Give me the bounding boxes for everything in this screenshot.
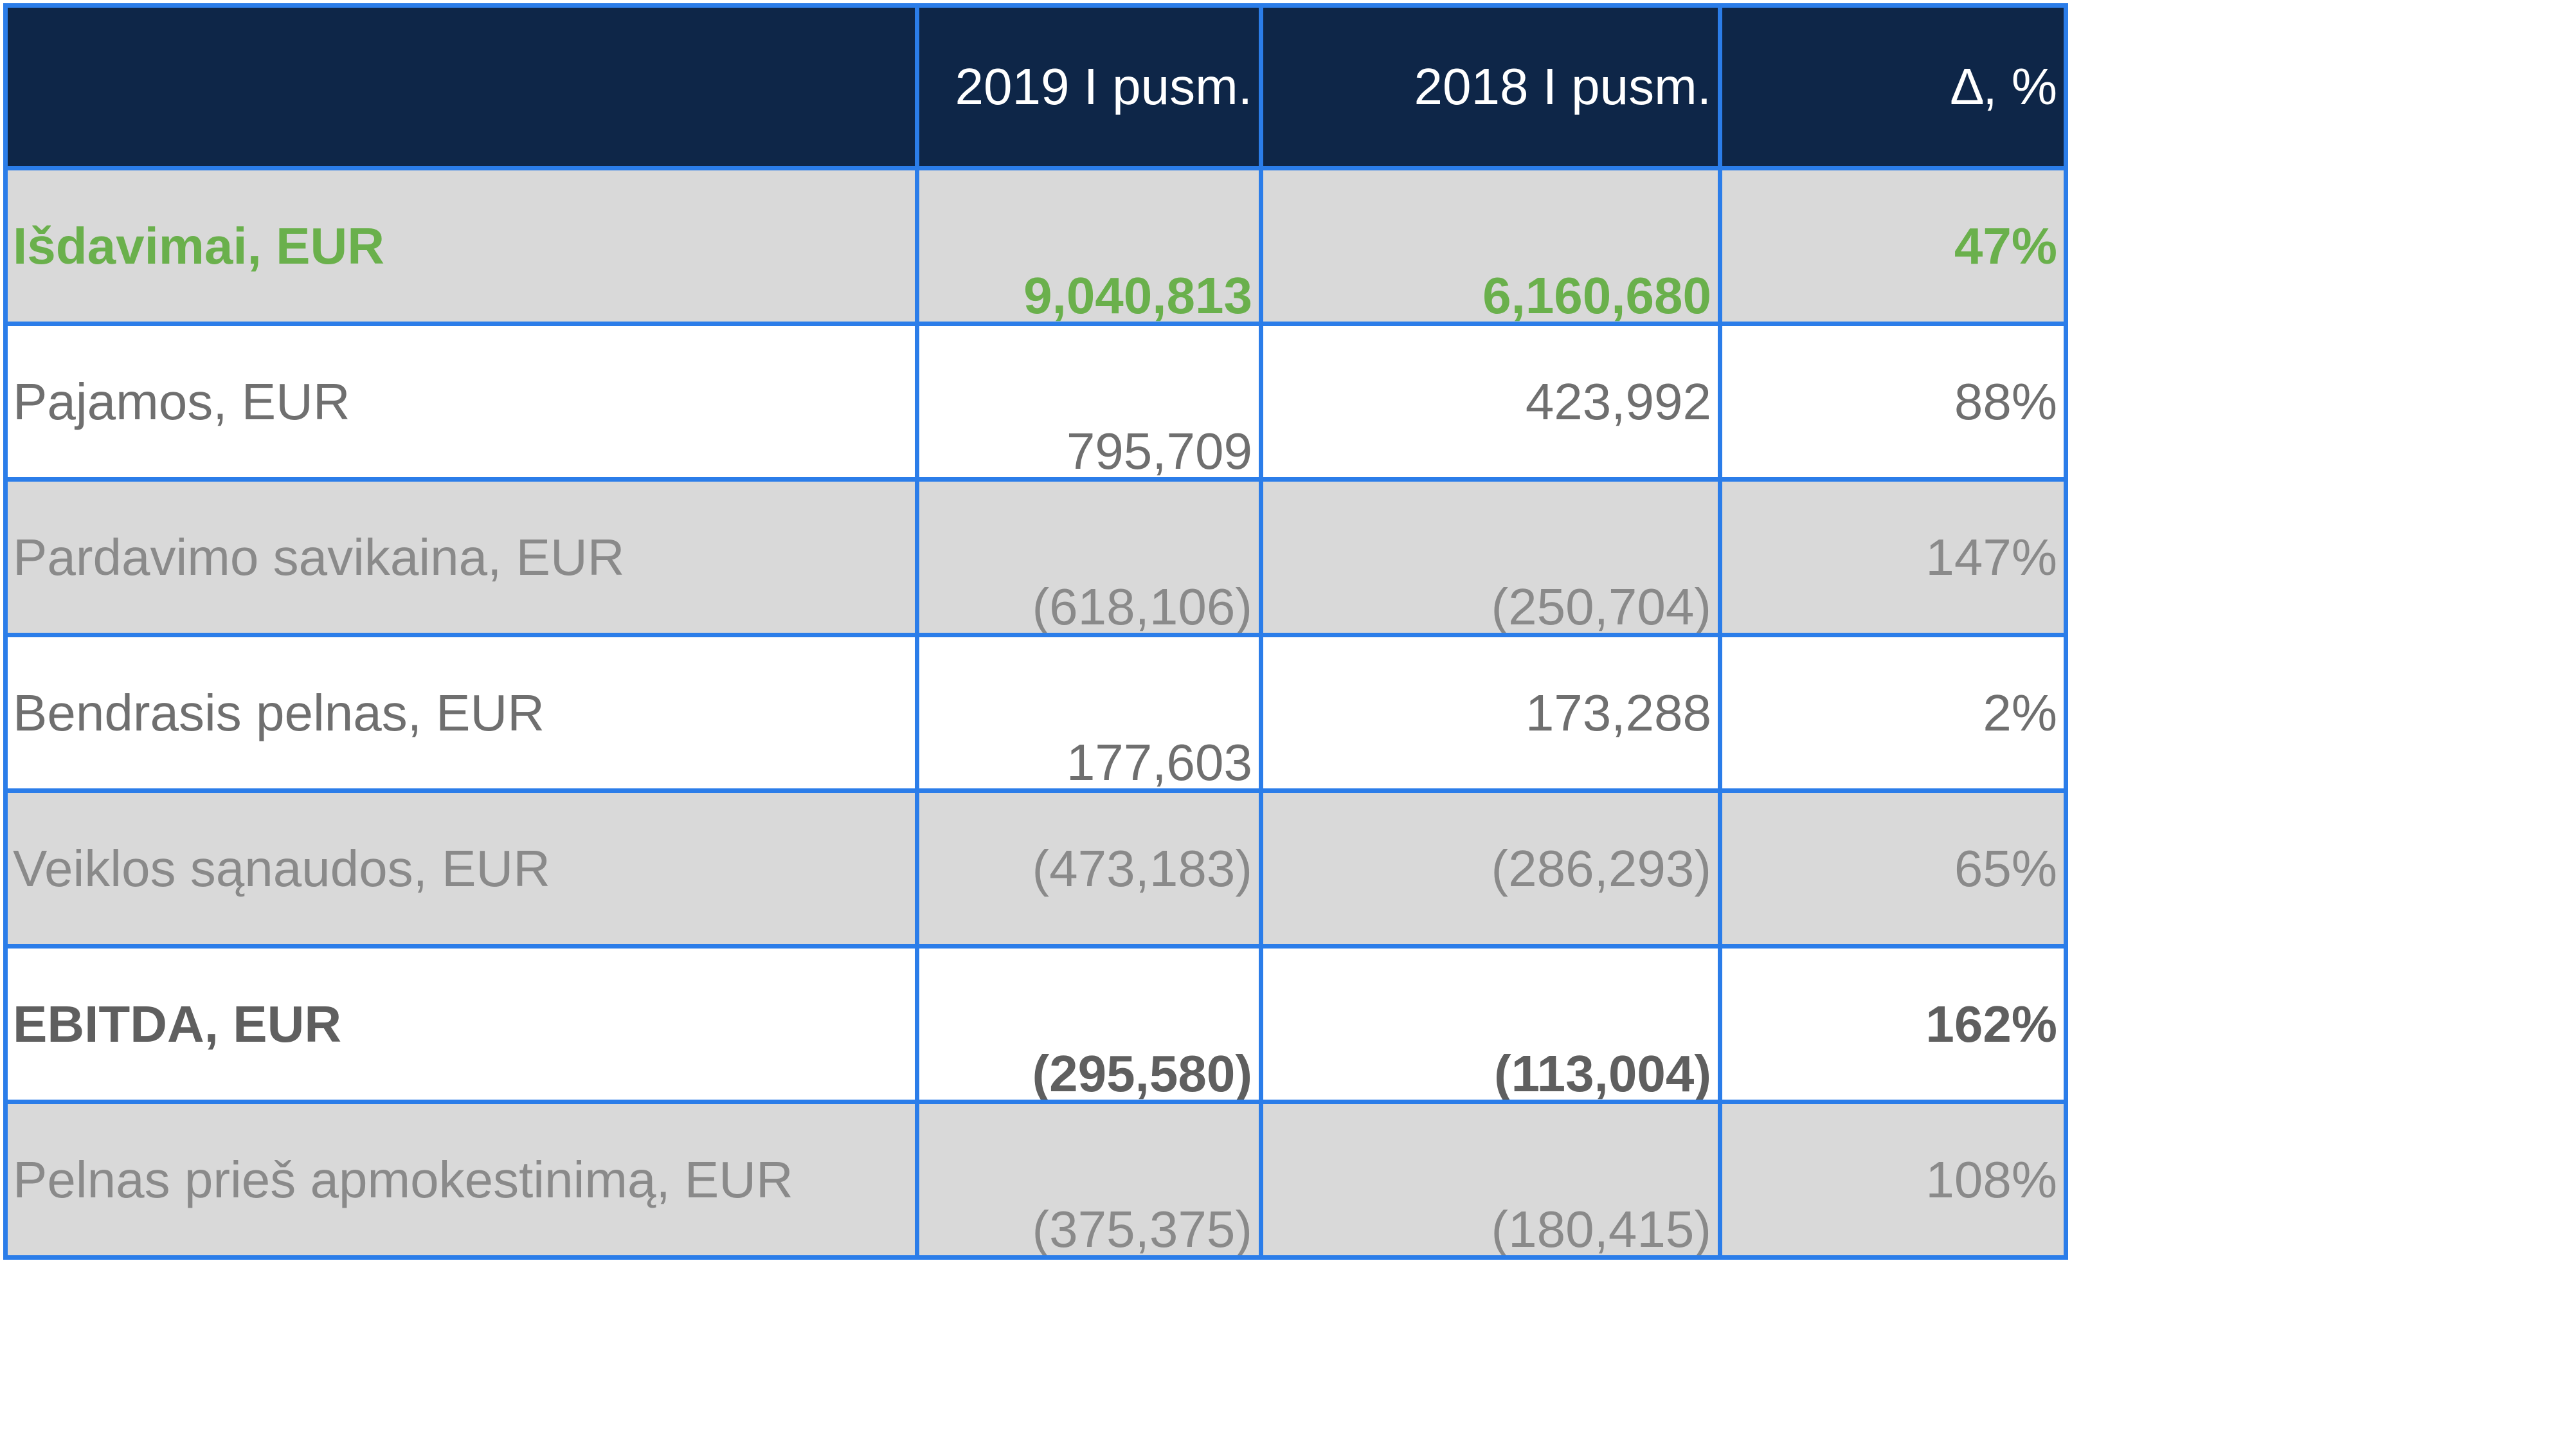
row-label: Pajamos, EUR <box>3 322 919 482</box>
row-label: Veiklos sąnaudos, EUR <box>3 788 919 948</box>
row-label: EBITDA, EUR <box>3 944 919 1104</box>
value-2019: 177,603 <box>915 633 1263 793</box>
value-2018: 173,288 <box>1259 633 1722 793</box>
value-delta: 65% <box>1718 788 2068 948</box>
value-delta: 88% <box>1718 322 2068 482</box>
header-cell-delta: ∆, % <box>1718 3 2068 170</box>
table-row-revenue: Pajamos, EUR 795,709 423,992 88% <box>3 322 2068 482</box>
value-2018: 423,992 <box>1259 322 1722 482</box>
table-row-ebitda: EBITDA, EUR (295,580) (113,004) 162% <box>3 944 2068 1104</box>
value-delta: 147% <box>1718 477 2068 637</box>
value-2019: (295,580) <box>915 944 1263 1104</box>
value-2018: (286,293) <box>1259 788 1722 948</box>
header-cell-2018: 2018 I pusm. <box>1259 3 1722 170</box>
table-row-cost-of-sales: Pardavimo savikaina, EUR (618,106) (250,… <box>3 477 2068 637</box>
value-2018: 6,160,680 <box>1259 166 1722 326</box>
value-2019: (473,183) <box>915 788 1263 948</box>
header-cell-label <box>3 3 919 170</box>
row-label: Pelnas prieš apmokestinimą, EUR <box>3 1100 919 1260</box>
value-2019: (375,375) <box>915 1100 1263 1260</box>
header-cell-2019: 2019 I pusm. <box>915 3 1263 170</box>
value-delta: 2% <box>1718 633 2068 793</box>
header-row: 2019 I pusm. 2018 I pusm. ∆, % <box>3 3 2068 170</box>
value-2018: (180,415) <box>1259 1100 1722 1260</box>
table-row-profit-before-tax: Pelnas prieš apmokestinimą, EUR (375,375… <box>3 1100 2068 1260</box>
row-label: Bendrasis pelnas, EUR <box>3 633 919 793</box>
value-delta: 47% <box>1718 166 2068 326</box>
value-2019: 9,040,813 <box>915 166 1263 326</box>
value-2019: 795,709 <box>915 322 1263 482</box>
financial-summary-table: 2019 I pusm. 2018 I pusm. ∆, % Išdavimai… <box>3 3 2068 1260</box>
value-delta: 108% <box>1718 1100 2068 1260</box>
value-2018: (250,704) <box>1259 477 1722 637</box>
table-row-issuances: Išdavimai, EUR 9,040,813 6,160,680 47% <box>3 166 2068 326</box>
value-2019: (618,106) <box>915 477 1263 637</box>
table-row-gross-profit: Bendrasis pelnas, EUR 177,603 173,288 2% <box>3 633 2068 793</box>
value-delta: 162% <box>1718 944 2068 1104</box>
row-label: Pardavimo savikaina, EUR <box>3 477 919 637</box>
row-label: Išdavimai, EUR <box>3 166 919 326</box>
value-2018: (113,004) <box>1259 944 1722 1104</box>
table-row-operating-expenses: Veiklos sąnaudos, EUR (473,183) (286,293… <box>3 788 2068 948</box>
